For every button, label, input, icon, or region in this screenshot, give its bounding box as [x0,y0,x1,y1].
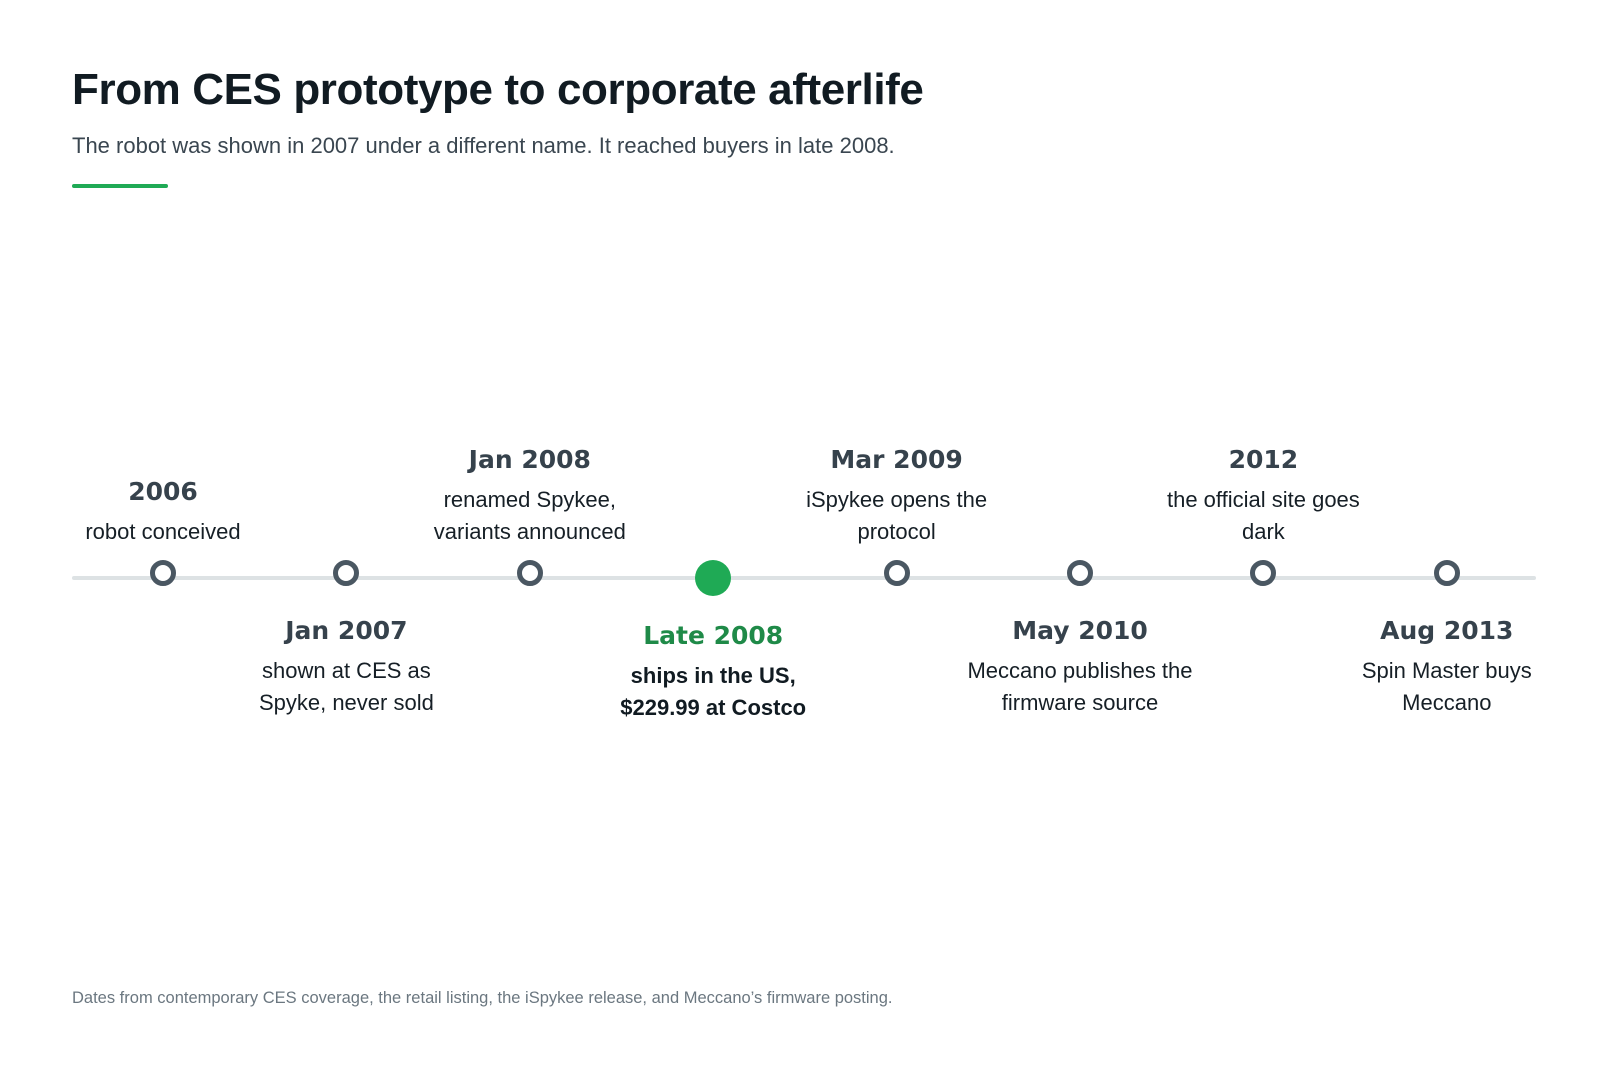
timeline-event: Aug 2013 Spin Master buys Meccano [1332,615,1562,719]
timeline-event: 2006 robot conceived [48,476,278,548]
event-description: Spin Master buys Meccano [1361,658,1532,715]
accent-rule [72,184,168,188]
timeline-marker [1067,560,1093,586]
timeline-event: May 2010 Meccano publishes the firmware s… [965,615,1195,719]
timeline-event: Late 2008 ships in the US, $229.99 at Cos… [598,620,828,724]
event-description: the official site goes dark [1166,487,1360,544]
event-date: Jan 2008 [468,445,591,474]
timeline-event: Mar 2009 iSpykee opens the protocol [782,444,1012,548]
event-description: robot conceived [85,519,241,544]
timeline-event: Jan 2008 renamed Spykee, variants announc… [415,444,645,548]
event-date: May 2010 [1012,616,1148,645]
timeline-marker [516,560,543,586]
event-description: Meccano publishes the firmware source [967,658,1193,715]
event-date: Jan 2007 [285,616,408,645]
event-date: Mar 2009 [830,445,963,474]
page-subtitle: The robot was shown in 2007 under a diff… [72,133,895,158]
event-date: 2006 [128,477,198,506]
timeline-axis [72,576,1536,580]
timeline-marker [150,560,176,586]
timeline-marker [333,560,360,586]
timeline-marker-highlight [695,560,732,596]
timeline-marker [1250,560,1277,586]
event-description: ships in the US, $229.99 at Costco [620,663,807,720]
event-description: iSpykee opens the protocol [806,487,988,544]
source-footnote: Dates from contemporary CES coverage, th… [72,989,893,1007]
timeline-marker [883,560,910,586]
page-title: From CES prototype to corporate afterlif… [72,65,924,114]
event-description: renamed Spykee, variants announced [433,487,626,544]
event-date: Aug 2013 [1380,616,1514,645]
event-date: Late 2008 [643,621,784,650]
event-date: 2012 [1228,445,1299,474]
event-description: shown at CES as Spyke, never sold [258,658,434,715]
timeline-event: 2012 the official site goes dark [1148,444,1378,548]
timeline-marker [1433,560,1460,586]
timeline-event: Jan 2007 shown at CES as Spyke, never sol… [231,615,461,719]
